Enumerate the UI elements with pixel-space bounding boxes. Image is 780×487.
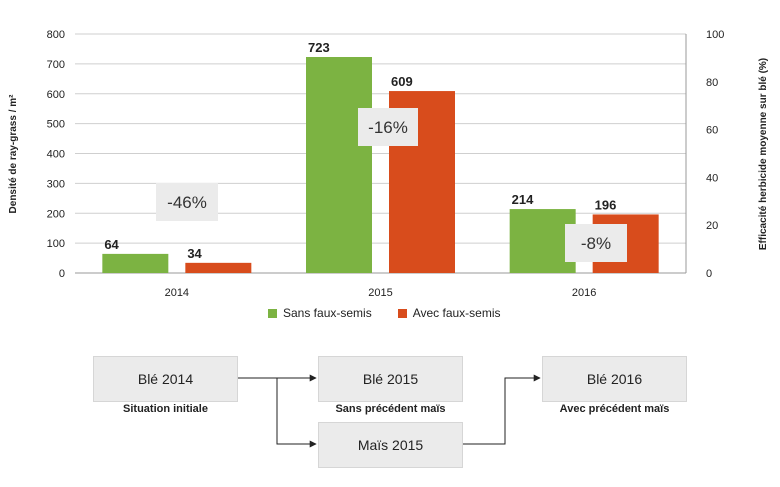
- y2-tick-label: 80: [706, 77, 718, 89]
- value-label: 196: [595, 197, 617, 212]
- reduction-box: [565, 224, 627, 262]
- y2-axis-ticks: 0 20 40 60 80 100: [706, 29, 724, 280]
- legend-label-avec: Avec faux-semis: [412, 306, 501, 320]
- value-label: 609: [391, 74, 413, 89]
- y-axis-label: Densité de ray-grass / m²: [8, 94, 19, 214]
- legend-swatch-sans: [268, 308, 277, 318]
- y-tick-label: 600: [47, 89, 65, 101]
- arrow-mais-to-2016: [462, 374, 541, 445]
- y2-tick-label: 20: [706, 220, 718, 232]
- bar-sans-2016: [509, 209, 576, 273]
- reduction-box: [358, 108, 418, 146]
- x-tick-label: 2016: [572, 287, 596, 299]
- y2-tick-label: 0: [706, 268, 712, 280]
- y-tick-label: 300: [47, 178, 65, 190]
- reduction-labels: -46% -16% -8%: [156, 108, 627, 262]
- y-tick-label: 0: [59, 268, 65, 280]
- value-label: 723: [308, 40, 330, 55]
- box-ble-2015: Blé 2015: [318, 356, 463, 402]
- caption-situation-initiale: Situation initiale: [123, 403, 208, 415]
- y-tick-label: 400: [47, 149, 65, 161]
- y-tick-label: 700: [47, 59, 65, 71]
- y2-tick-label: 100: [706, 29, 724, 41]
- legend-item-sans: Sans faux-semis: [268, 306, 372, 320]
- value-label: 64: [104, 237, 119, 252]
- legend-swatch-avec: [397, 308, 407, 318]
- legend: Sans faux-semis Avec faux-semis: [268, 306, 501, 320]
- bar-sans-2014: [102, 253, 169, 273]
- x-axis-ticks: 2014 2015 2016: [165, 287, 597, 299]
- y2-tick-label: 60: [706, 125, 718, 137]
- bar-chart: 0 100 200 300 400 500 600 700 800 0 20 40 60 80 100 2…: [8, 29, 769, 299]
- box-mais-2015: Maïs 2015: [318, 422, 463, 468]
- reduction-label: -16%: [368, 118, 408, 137]
- value-label: 214: [512, 192, 534, 207]
- bar-avec-2014: [185, 262, 252, 273]
- x-tick-label: 2015: [368, 287, 392, 299]
- box-ble-2014: Blé 2014: [93, 356, 238, 402]
- y-axis-ticks: 0 100 200 300 400 500 600 700 800: [47, 29, 65, 280]
- x-tick-label: 2014: [165, 287, 189, 299]
- y2-axis-label: Efficacité herbicide moyenne sur blé (%): [758, 58, 769, 250]
- legend-item-avec: Avec faux-semis: [397, 306, 501, 320]
- y2-tick-label: 40: [706, 172, 718, 184]
- reduction-label: -46%: [167, 193, 207, 212]
- value-label: 34: [187, 246, 202, 261]
- bars: [102, 57, 659, 273]
- box-ble-2016: Blé 2016: [542, 356, 687, 402]
- arrow-2014-to-mais: [276, 378, 317, 448]
- caption-avec-precedent: Avec précédent maïs: [559, 403, 670, 415]
- reduction-label: -8%: [581, 234, 611, 253]
- y-tick-label: 200: [47, 208, 65, 220]
- reduction-box: [156, 183, 218, 221]
- value-labels: 64 34 723 609 214 196: [104, 40, 616, 261]
- y-tick-label: 800: [47, 29, 65, 41]
- bar-sans-2015: [306, 57, 372, 273]
- caption-sans-precedent: Sans précédent maïs: [335, 403, 446, 415]
- legend-label-sans: Sans faux-semis: [283, 306, 372, 320]
- y-tick-label: 500: [47, 119, 65, 131]
- y-tick-label: 100: [47, 238, 65, 250]
